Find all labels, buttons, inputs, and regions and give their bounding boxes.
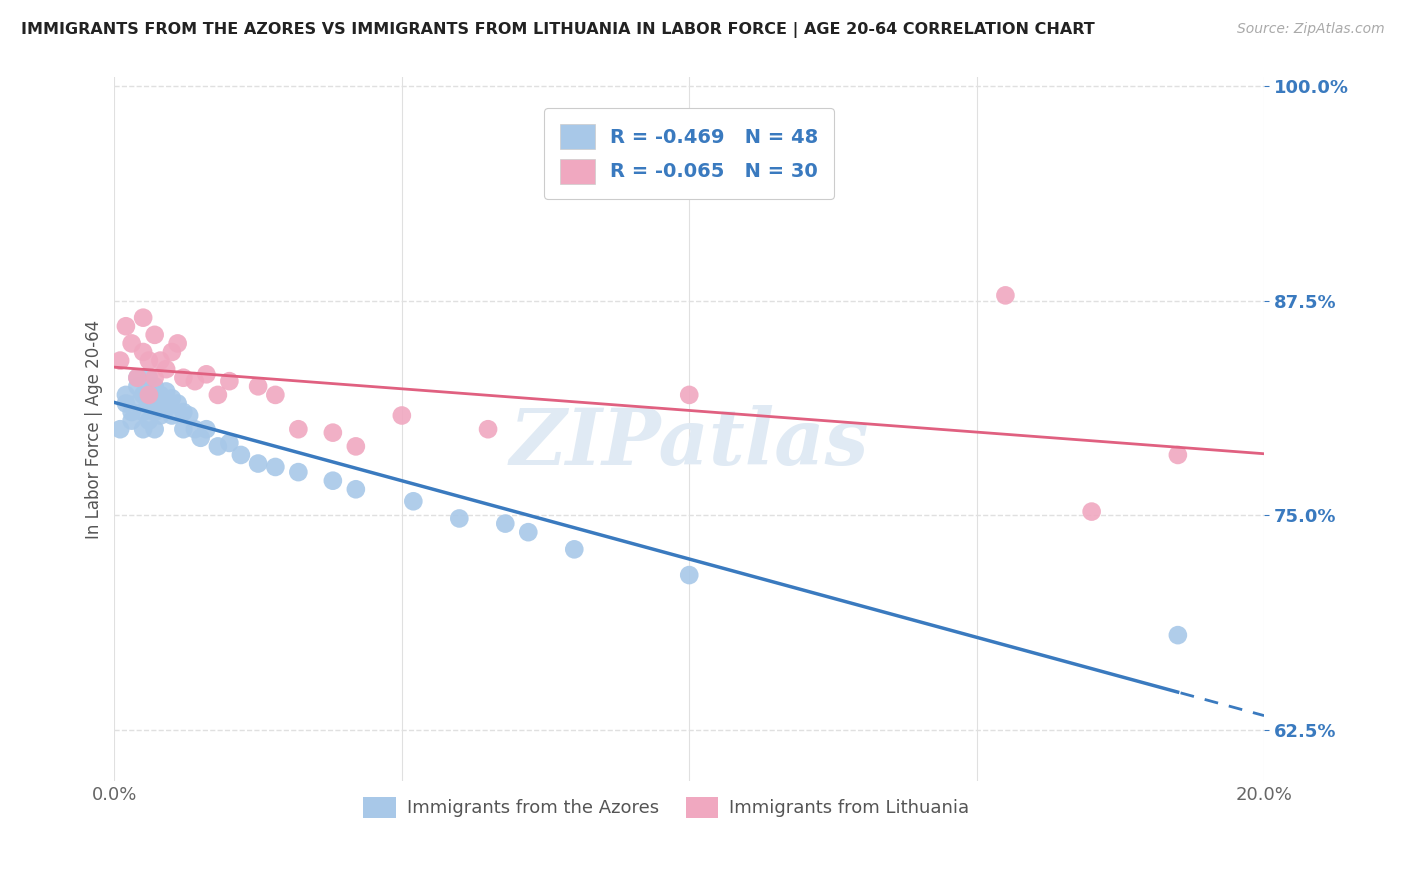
Point: [172, 422, 194, 436]
Point: [391, 409, 413, 423]
Point: [195, 422, 218, 436]
Point: [121, 414, 143, 428]
Point: [562, 542, 585, 557]
Point: [127, 396, 149, 410]
Point: [160, 409, 183, 423]
Point: [132, 388, 155, 402]
Point: [155, 401, 177, 416]
Point: [449, 511, 471, 525]
Point: [121, 336, 143, 351]
Point: [264, 388, 287, 402]
Point: [1167, 628, 1189, 642]
Point: [247, 457, 270, 471]
Point: [127, 370, 149, 384]
Point: [190, 431, 212, 445]
Point: [143, 388, 166, 402]
Text: IMMIGRANTS FROM THE AZORES VS IMMIGRANTS FROM LITHUANIA IN LABOR FORCE | AGE 20-: IMMIGRANTS FROM THE AZORES VS IMMIGRANTS…: [21, 22, 1095, 38]
Y-axis label: In Labor Force | Age 20-64: In Labor Force | Age 20-64: [86, 319, 103, 539]
Point: [149, 409, 172, 423]
Point: [994, 288, 1017, 302]
Point: [143, 379, 166, 393]
Point: [477, 422, 499, 436]
Point: [132, 345, 155, 359]
Point: [160, 345, 183, 359]
Point: [184, 422, 207, 436]
Point: [155, 362, 177, 376]
Point: [678, 388, 700, 402]
Point: [322, 425, 344, 440]
Point: [172, 405, 194, 419]
Text: Source: ZipAtlas.com: Source: ZipAtlas.com: [1237, 22, 1385, 37]
Point: [494, 516, 516, 531]
Point: [287, 422, 309, 436]
Point: [402, 494, 425, 508]
Point: [138, 353, 160, 368]
Point: [179, 409, 201, 423]
Point: [127, 370, 149, 384]
Point: [132, 405, 155, 419]
Point: [166, 396, 188, 410]
Point: [115, 388, 138, 402]
Point: [229, 448, 252, 462]
Point: [132, 310, 155, 325]
Point: [149, 388, 172, 402]
Point: [184, 374, 207, 388]
Point: [166, 336, 188, 351]
Point: [127, 379, 149, 393]
Point: [149, 396, 172, 410]
Text: ZIPatlas: ZIPatlas: [509, 405, 869, 482]
Point: [115, 396, 138, 410]
Point: [149, 353, 172, 368]
Point: [344, 439, 367, 453]
Point: [155, 384, 177, 399]
Point: [195, 368, 218, 382]
Point: [132, 422, 155, 436]
Point: [138, 414, 160, 428]
Point: [138, 388, 160, 402]
Point: [287, 465, 309, 479]
Point: [218, 436, 240, 450]
Point: [138, 370, 160, 384]
Point: [1167, 448, 1189, 462]
Point: [121, 405, 143, 419]
Point: [218, 374, 240, 388]
Point: [207, 388, 229, 402]
Point: [143, 422, 166, 436]
Point: [517, 525, 540, 540]
Point: [108, 422, 131, 436]
Point: [160, 392, 183, 406]
Point: [247, 379, 270, 393]
Point: [264, 460, 287, 475]
Point: [1080, 505, 1102, 519]
Point: [138, 388, 160, 402]
Point: [143, 327, 166, 342]
Point: [143, 405, 166, 419]
Point: [172, 370, 194, 384]
Point: [138, 396, 160, 410]
Point: [344, 483, 367, 497]
Legend: Immigrants from the Azores, Immigrants from Lithuania: Immigrants from the Azores, Immigrants f…: [356, 789, 977, 825]
Point: [207, 439, 229, 453]
Point: [322, 474, 344, 488]
Point: [115, 319, 138, 334]
Point: [143, 370, 166, 384]
Point: [678, 568, 700, 582]
Point: [108, 353, 131, 368]
